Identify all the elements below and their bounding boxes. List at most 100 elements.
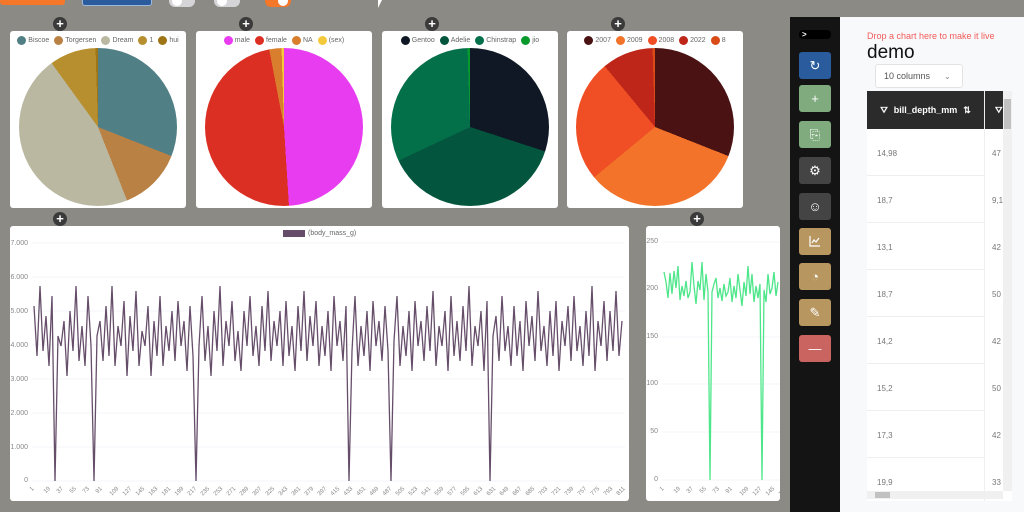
drop-hint: Drop a chart here to make it live [867,31,995,41]
column-header-bill-depth[interactable]: ⛛ bill_depth_mm ⇅ [867,91,984,129]
legend-label: hui [169,36,179,44]
columns-select[interactable]: 10 columns ⌄ [875,64,963,88]
toggle-1[interactable] [169,0,195,7]
legend-label: 1 [149,36,154,44]
add-chart-button[interactable]: + [611,17,625,31]
legend-item[interactable]: 2022 [679,35,706,45]
column-divider [984,91,985,501]
pie-chart-species[interactable]: Gentoo Adelie Chinstrap jio [382,31,558,208]
add-chart-button[interactable]: + [239,17,253,31]
table-row[interactable]: 14,2 42 [867,317,1001,364]
pie-chart-year[interactable]: 2007 2009 2008 2022 8 [567,31,743,208]
legend-item[interactable]: Adelie [439,35,471,45]
legend-item[interactable]: 1 [138,35,154,45]
table-cell: 33 [992,478,1001,487]
orange-button[interactable] [0,0,65,5]
import-button[interactable]: ⎘ [799,121,831,148]
table-row[interactable]: 19,9 33 [867,458,1001,501]
pie-graphic[interactable] [19,48,177,206]
line-chart-flipper[interactable]: 250 200 150 100 50 0 1 19 37 55 73 91 10… [646,226,780,501]
line-chart-body-mass[interactable]: (body_mass_g) 7.000 6.000 5.000 4.000 3.… [10,226,629,501]
pie-chart-button[interactable]: ◔ [799,263,831,290]
table-row[interactable]: 15,2 50 [867,364,1001,411]
table-cell: 42 [992,243,1001,252]
table-cell: 13,1 [877,243,893,252]
table-cell: 42 [992,337,1001,346]
pie-graphic[interactable] [576,48,734,206]
collapse-toggle[interactable]: > [799,30,831,39]
legend-item[interactable]: female [254,35,287,45]
blue-button[interactable] [82,0,152,6]
table-row[interactable]: 14,98 47 [867,129,1001,176]
remove-button[interactable]: — [799,335,831,362]
legend-item[interactable]: 2007 [584,35,611,45]
legend-label[interactable]: (body_mass_g) [308,230,357,237]
filter-icon[interactable]: ⛛ [880,104,888,115]
legend-label: Adelie [450,36,471,44]
y-tick: 0 [654,476,658,483]
legend-item[interactable]: Chinstrap [475,35,516,45]
legend-item[interactable]: 2008 [647,35,674,45]
table-cell: 50 [992,384,1001,393]
table-row[interactable]: 17,3 42 [867,411,1001,458]
legend-label: Dream [112,36,134,44]
legend-label: jio [532,36,540,44]
filter-icon[interactable]: ⛛ [995,104,1003,115]
legend-item[interactable]: male [223,35,250,45]
table-row[interactable]: 18,7 9,1 [867,176,1003,223]
legend-item[interactable]: 8 [710,35,726,45]
legend-label: Biscoe [28,36,50,44]
pie-chart-sex[interactable]: male female NA (sex) [196,31,372,208]
legend-item[interactable]: (sex) [317,35,344,45]
line-chart-icon [809,236,820,247]
pie-graphic[interactable] [205,48,363,206]
edit-button[interactable]: ✎ [799,299,831,326]
legend-item[interactable]: jio [521,35,540,45]
y-tick: 150 [646,333,658,340]
table-cell: 9,1 [992,196,1004,205]
add-chart-button[interactable]: + [53,212,67,226]
chart-legend: 2007 2009 2008 2022 8 [567,31,743,45]
y-tick: 5.000 [10,308,28,315]
line-plot [32,242,625,482]
table-cell: 18,7 [877,290,893,299]
scrollbar-thumb[interactable] [875,492,890,498]
add-button[interactable]: + [799,85,831,112]
legend-label: NA [302,36,313,44]
line-chart-button[interactable] [799,228,831,255]
chevron-down-icon: ⌄ [944,71,951,81]
horizontal-scrollbar[interactable] [867,491,1003,499]
sort-icon[interactable]: ⇅ [963,104,971,115]
scrollbar-thumb[interactable] [1004,99,1011,129]
add-chart-button[interactable]: + [425,17,439,31]
table-row[interactable]: 13,1 42 [867,223,1001,270]
settings-button[interactable]: ⚙ [799,157,831,184]
toggle-3[interactable] [265,0,291,7]
y-tick: 4.000 [10,342,28,349]
add-chart-button[interactable]: + [53,17,67,31]
table-row[interactable]: 18,7 50 [867,270,1001,317]
legend-item[interactable]: Dream [101,35,134,45]
y-tick: 0 [24,477,28,484]
columns-select-value: 10 columns [884,71,931,81]
y-tick: 6.000 [10,274,28,281]
legend-item[interactable]: Gentoo [400,35,435,45]
legend-item[interactable]: Biscoe [17,35,50,45]
legend-item[interactable]: NA [291,35,313,45]
refresh-button[interactable]: ↻ [799,52,831,79]
robot-button[interactable]: ☺ [799,193,831,220]
table-cell: 14,98 [877,149,898,158]
pie-graphic[interactable] [391,48,549,206]
toggle-2[interactable] [214,0,240,7]
y-tick: 200 [646,285,658,292]
table-cell: 15,2 [877,384,893,393]
y-tick: 2.000 [10,410,28,417]
add-chart-button[interactable]: + [690,212,704,226]
legend-item[interactable]: hui [158,35,179,45]
vertical-scrollbar[interactable] [1003,91,1012,491]
chart-legend: male female NA (sex) [196,31,372,45]
legend-label: female [265,36,287,44]
pie-chart-island[interactable]: Biscoe Torgersen Dream 1 hui [10,31,186,208]
legend-item[interactable]: 2009 [615,35,643,45]
legend-item[interactable]: Torgersen [54,35,96,45]
